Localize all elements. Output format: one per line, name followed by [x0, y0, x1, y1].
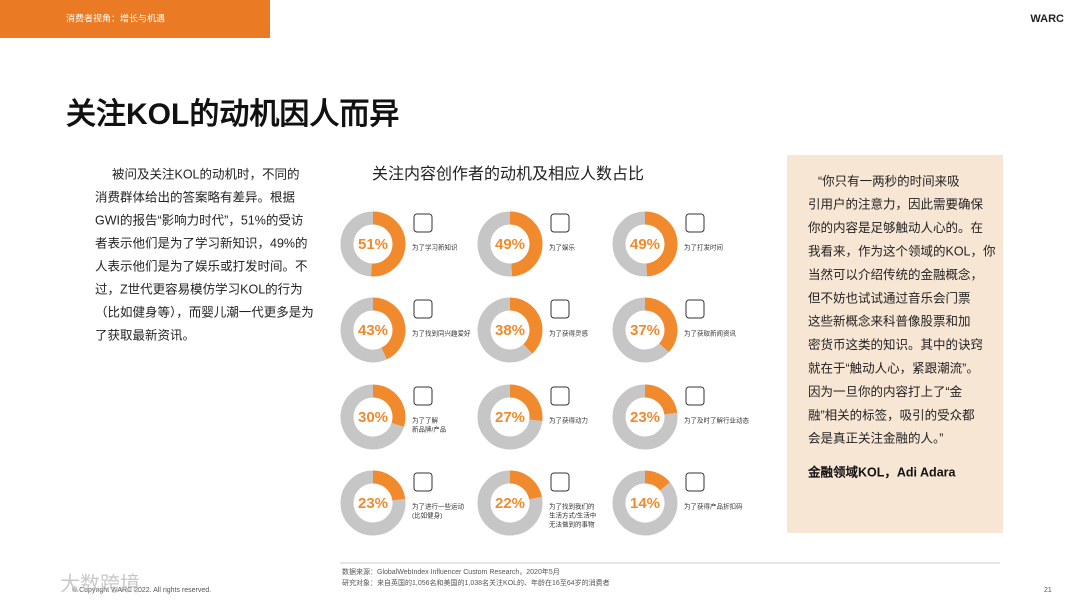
donut-segment	[477, 384, 543, 450]
body-text: 者表示他们是为了学习新知识，49%的	[95, 235, 308, 250]
caption: 为了了解	[412, 416, 439, 425]
caption: 为了找到同兴趣爱好	[412, 329, 471, 338]
value-label: 51%	[358, 236, 388, 253]
donut-segment	[612, 384, 678, 450]
body-text: 了获取最新资讯。	[95, 327, 195, 342]
value-label: 43%	[358, 322, 388, 339]
quote-text: 我看来，作为这个领域的KOL，你	[808, 243, 996, 258]
value-label: 49%	[495, 236, 525, 253]
chart-title: 关注内容创作者的动机及相应人数占比	[372, 164, 644, 183]
icon	[685, 213, 705, 233]
value-label: 14%	[630, 495, 660, 512]
caption: 新品牌/产品	[412, 425, 446, 434]
value-label: 22%	[495, 495, 525, 512]
donut-segment	[372, 297, 406, 360]
donut-segment	[370, 211, 406, 277]
donut-segment	[612, 297, 669, 363]
icon	[685, 472, 705, 492]
caption: 为了学习新知识	[412, 243, 458, 252]
icon	[550, 386, 570, 406]
donut-segment	[509, 297, 543, 354]
page-number: 21	[1044, 587, 1052, 594]
value-label: 38%	[495, 322, 525, 339]
donut-segment	[477, 211, 513, 277]
caption: 为了打发时间	[684, 243, 723, 252]
donut-segment	[612, 470, 678, 536]
value-label: 49%	[630, 236, 660, 253]
quote-author: 金融领域KOL，Adi Adara	[807, 464, 957, 479]
icon	[550, 472, 570, 492]
value-label: 23%	[358, 495, 388, 512]
icon	[550, 213, 570, 233]
donut-segment	[372, 470, 406, 502]
donut-segment	[372, 384, 406, 428]
watermark: 大数跨境	[60, 572, 140, 595]
donut-segment	[477, 470, 543, 536]
caption: 为了找到我们的	[549, 502, 595, 511]
caption: 为了获得动力	[549, 416, 588, 425]
donut-segment	[644, 384, 678, 416]
quote-text: 这些新概念来科普像股票和加	[808, 314, 971, 329]
donut-segment	[509, 384, 543, 422]
icon	[413, 472, 433, 492]
section-label: 消费者视角：增长与机遇	[66, 12, 165, 23]
donut-segment	[340, 470, 406, 536]
value-label: 23%	[630, 409, 660, 426]
donut-segment	[644, 211, 678, 277]
donut-segment	[340, 211, 374, 277]
copyright: © Copyright WARC 2022. All rights reserv…	[72, 586, 211, 594]
icon	[685, 299, 705, 319]
donut-segment	[340, 384, 404, 450]
icon	[685, 386, 705, 406]
value-label: 27%	[495, 409, 525, 426]
body-text: （比如健身等），而婴儿潮一代更多是为	[95, 304, 314, 319]
donut-segment	[644, 470, 671, 491]
quote-text: 因为一旦你的内容打上了“金	[808, 384, 963, 399]
donut-segment	[509, 211, 543, 277]
quote-text: 但不妨也试试通过音乐会门票	[808, 290, 971, 305]
caption: (比如健身)	[412, 511, 442, 520]
icon	[550, 299, 570, 319]
quote-text: 当然可以介绍传统的金融概念，	[808, 267, 983, 282]
donut-segment	[477, 297, 533, 363]
icon	[413, 213, 433, 233]
quote-text: 融”相关的标签，吸引的受众都	[808, 407, 975, 422]
caption: 为了获得产品折扣码	[684, 502, 743, 511]
caption: 为了娱乐	[549, 243, 576, 252]
caption: 为了进行一些运动	[412, 502, 465, 511]
quote-text: 密货币这类的知识。其中的诀窍	[808, 337, 983, 352]
quote-box	[787, 155, 1003, 533]
icon	[413, 386, 433, 406]
donut-segment	[644, 297, 678, 353]
donut-segment	[340, 297, 387, 363]
body-text: GWI的报告“影响力时代”，51%的受访	[95, 212, 303, 227]
value-label: 30%	[358, 409, 388, 426]
brand: WARC	[1030, 13, 1064, 25]
quote-text: 你的内容是足够触动人心的。在	[808, 220, 983, 235]
body-text: 消费群体给出的答案略有差异。根据	[95, 189, 295, 204]
body-text: 被问及关注KOL的动机时，不同的	[112, 166, 300, 181]
slide-title: 关注KOL的动机因人而异	[66, 98, 399, 131]
body-text: 过，Z世代更容易模仿学习KOL的行为	[95, 281, 303, 296]
donut-segment	[612, 211, 648, 277]
value-label: 37%	[630, 322, 660, 339]
quote-text: 会是真正关注金融的人。”	[808, 431, 943, 446]
donut-segment	[509, 470, 542, 500]
caption: 为了及时了解行业动态	[684, 416, 750, 425]
header-bar	[0, 0, 270, 38]
caption: 生活方式/生活中	[549, 511, 596, 520]
source-text: 数据来源：GlobalWebIndex Influencer Custom Re…	[342, 567, 560, 576]
icon	[413, 299, 433, 319]
quote-text: 就在于“触动人心，紧跟潮流”。	[808, 360, 979, 375]
quote-text: 引用户的注意力，因此需要确保	[808, 197, 984, 212]
source-text: 研究对象：来自英国的1,056名和美国的1,038名关注KOL的、年龄在16至6…	[342, 578, 610, 587]
quote-text: “你只有一两秒的时间来吸	[818, 173, 960, 188]
caption: 无法做到的事物	[549, 520, 595, 529]
caption: 为了获取新闻资讯	[684, 329, 737, 338]
body-text: 人表示他们是为了娱乐或打发时间。不	[95, 258, 308, 273]
caption: 为了获得灵感	[549, 329, 589, 338]
